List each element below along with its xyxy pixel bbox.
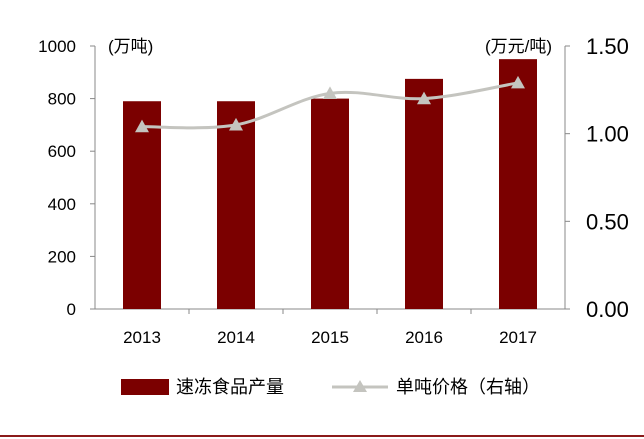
price-marker-2015: [323, 86, 337, 99]
left-tick-label: 400: [48, 195, 76, 214]
left-axis-unit: (万吨): [108, 37, 153, 56]
x-tick-label: 2014: [217, 328, 255, 347]
right-axis-unit: (万元/吨): [485, 37, 552, 56]
bar-2013: [123, 101, 161, 309]
price-marker-2014: [229, 117, 243, 131]
left-tick-label: 600: [48, 142, 76, 161]
legend-line-label: 单吨价格（右轴）: [396, 377, 540, 398]
price-marker-2016: [417, 91, 431, 105]
left-tick-label: 800: [48, 90, 76, 109]
x-tick-label: 2015: [311, 328, 349, 347]
price-marker-2017: [511, 75, 525, 89]
x-tick-label: 2017: [499, 328, 537, 347]
x-tick-label: 2016: [405, 328, 443, 347]
left-tick-label: 0: [67, 300, 76, 319]
legend-bar-swatch: [121, 379, 169, 395]
legend-bar-label: 速冻食品产量: [176, 377, 284, 398]
price-marker-2013: [135, 119, 149, 133]
right-tick-label: 0.00: [586, 297, 629, 322]
right-tick-label: 1.50: [586, 34, 629, 59]
left-tick-label: 1000: [38, 37, 76, 56]
bar-2016: [405, 78, 443, 309]
x-tick-label: 2013: [123, 328, 161, 347]
right-tick-label: 0.50: [586, 209, 629, 234]
legend: 速冻食品产量 单吨价格（右轴）: [121, 377, 540, 398]
left-tick-label: 200: [48, 247, 76, 266]
legend-line-marker: [353, 380, 367, 392]
bar-2015: [311, 98, 349, 309]
bar-2017: [499, 59, 537, 310]
bar-2014: [217, 101, 255, 309]
right-tick-label: 1.00: [586, 122, 629, 147]
